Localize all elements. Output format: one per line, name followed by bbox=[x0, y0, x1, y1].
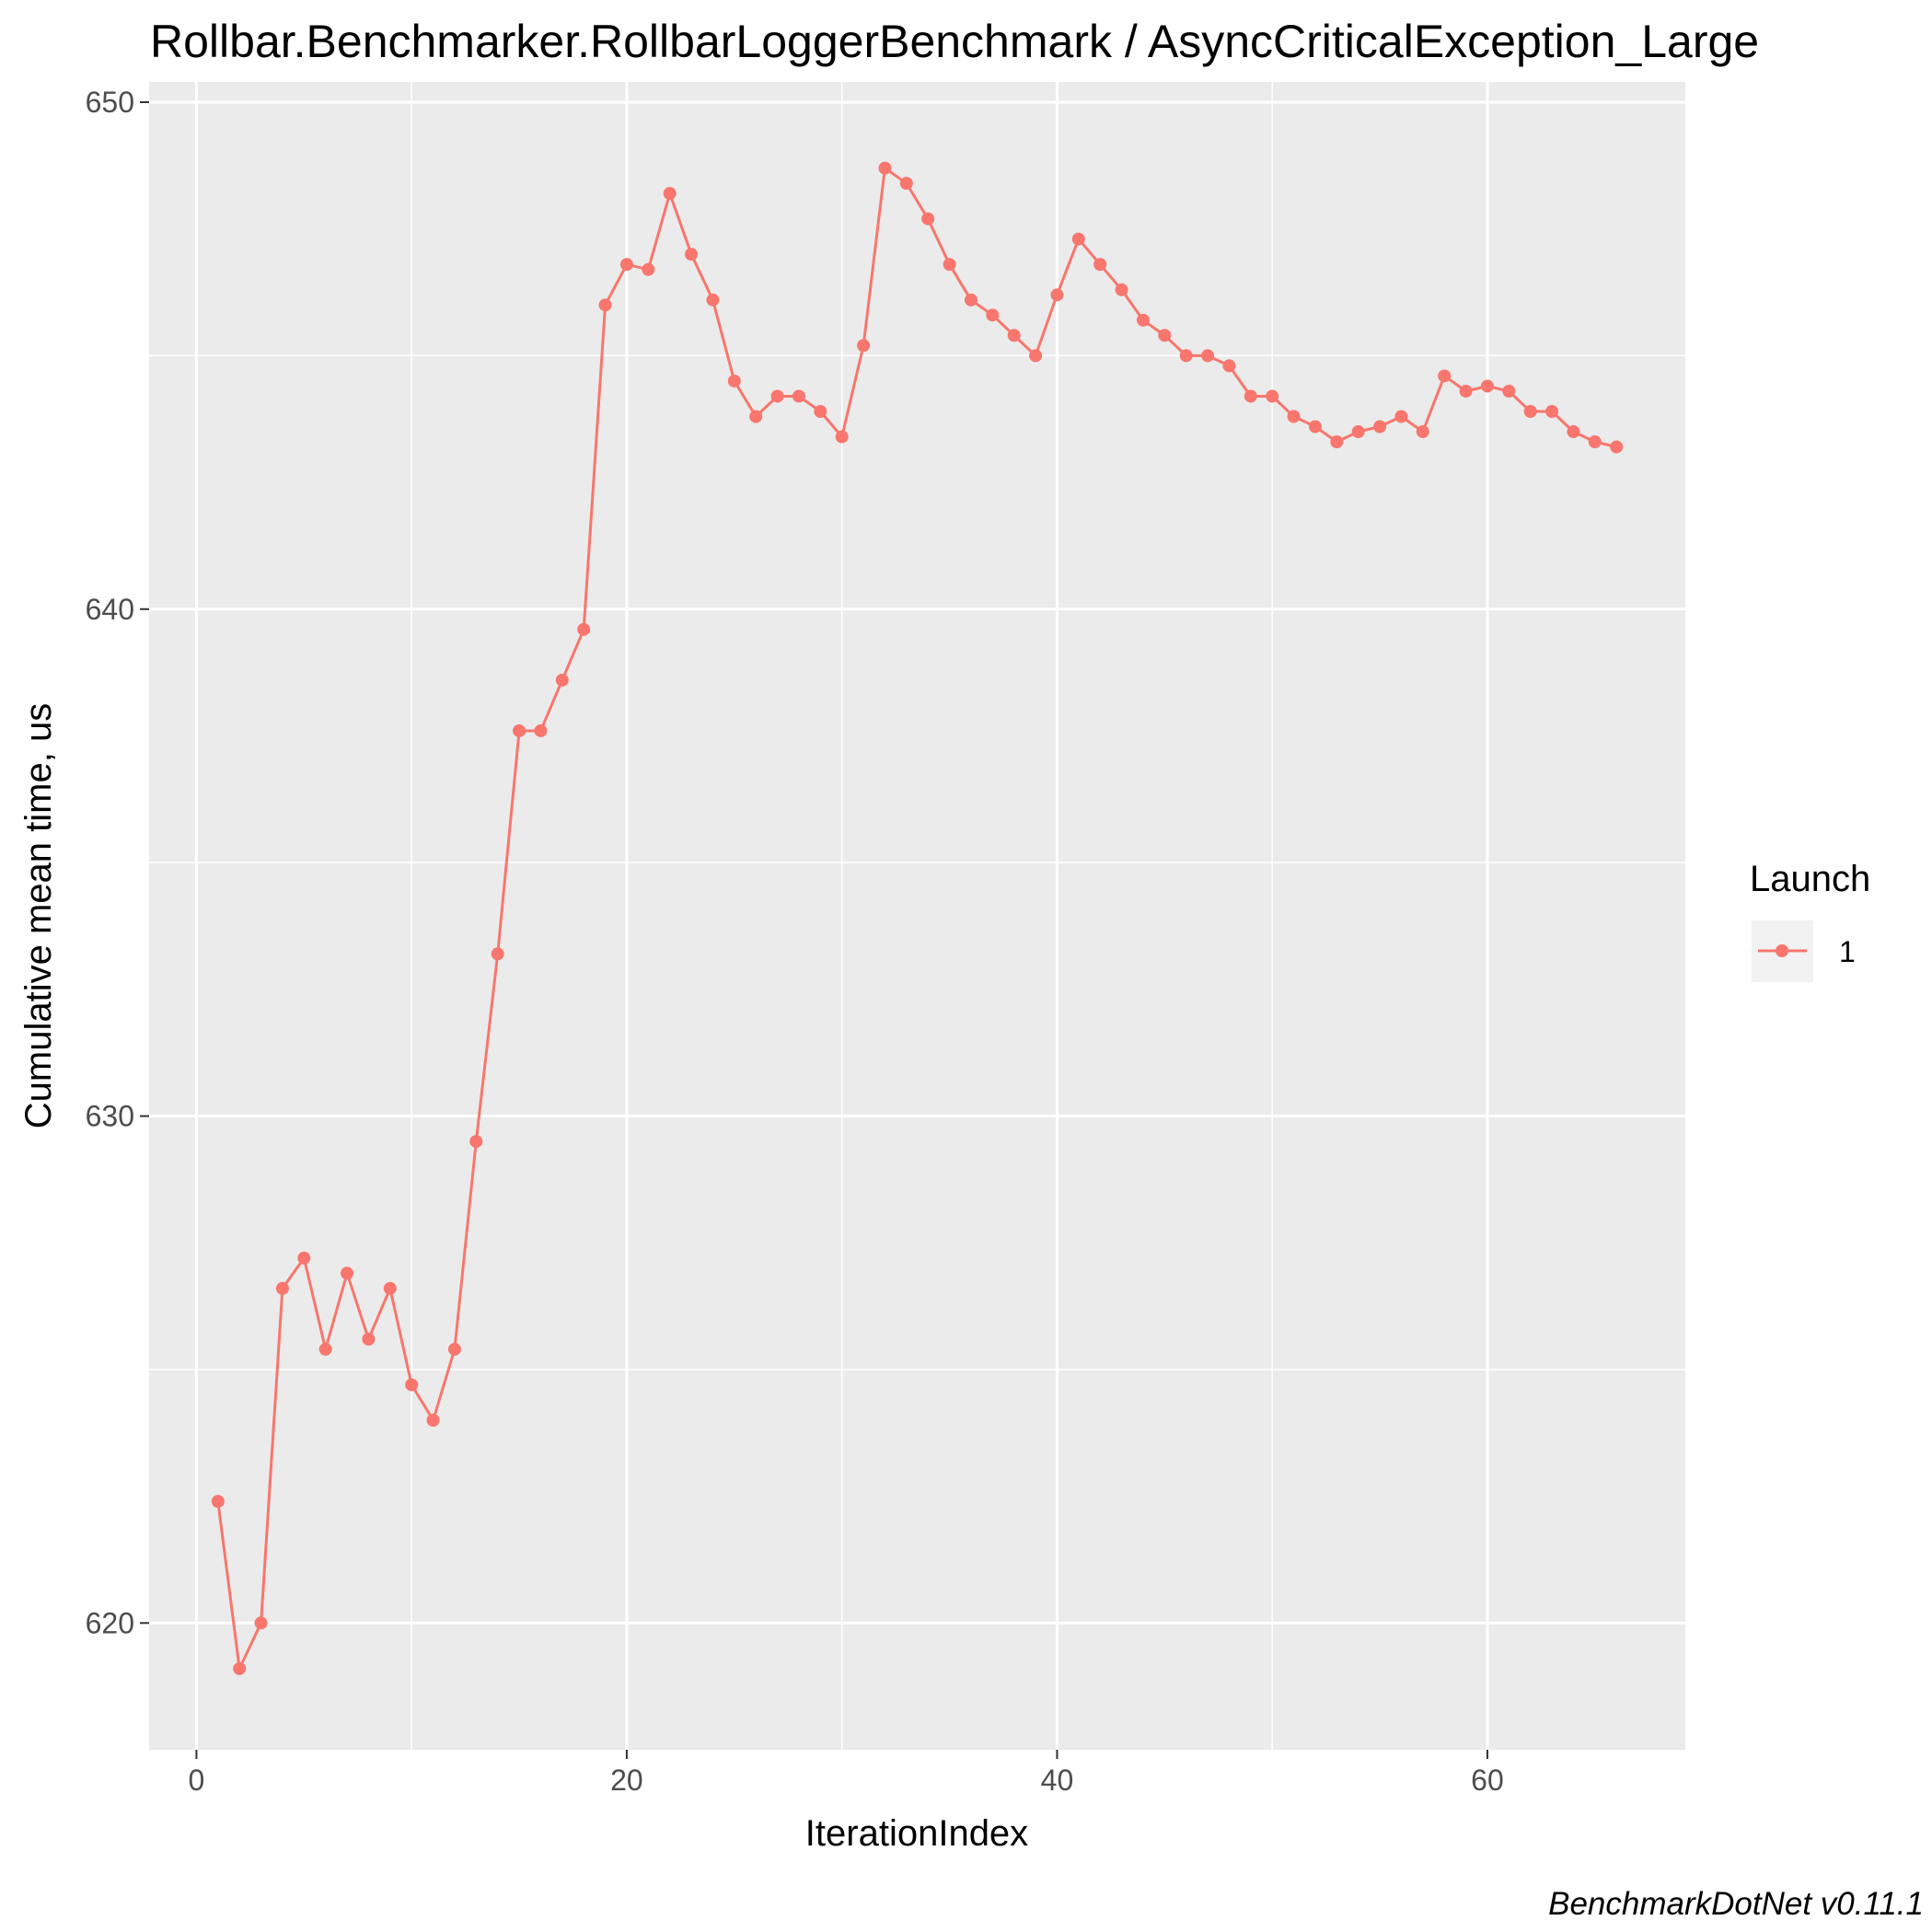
data-point bbox=[1222, 359, 1236, 373]
y-tick-label: 620 bbox=[86, 1606, 134, 1639]
y-tick-label: 650 bbox=[86, 86, 134, 119]
x-tick-label: 60 bbox=[1471, 1764, 1504, 1797]
data-point bbox=[211, 1495, 225, 1509]
chart-title: Rollbar.Benchmarker.RollbarLoggerBenchma… bbox=[150, 16, 1759, 67]
data-point bbox=[1179, 349, 1193, 363]
data-point bbox=[447, 1342, 461, 1356]
series-layer bbox=[211, 161, 1624, 1675]
y-tick-label: 630 bbox=[86, 1100, 134, 1133]
legend-title: Launch bbox=[1750, 859, 1870, 899]
data-point bbox=[814, 404, 827, 418]
y-axis-title: Cumulative mean time, us bbox=[18, 703, 59, 1128]
data-point bbox=[1373, 420, 1387, 434]
x-axis-title: IterationIndex bbox=[805, 1813, 1028, 1854]
data-point bbox=[1459, 384, 1473, 398]
data-point bbox=[1438, 369, 1452, 383]
data-point bbox=[1480, 379, 1494, 393]
legend-key-point bbox=[1776, 944, 1788, 957]
data-point bbox=[1093, 258, 1107, 272]
data-point bbox=[1588, 435, 1602, 449]
data-point bbox=[297, 1251, 311, 1265]
data-point bbox=[1266, 389, 1279, 403]
data-point bbox=[426, 1414, 440, 1428]
data-point bbox=[857, 339, 871, 353]
legend: Launch 1 bbox=[1750, 859, 1870, 982]
data-point bbox=[706, 293, 720, 307]
data-point bbox=[1287, 410, 1301, 423]
data-point bbox=[685, 248, 699, 261]
x-tick-label: 40 bbox=[1041, 1764, 1074, 1797]
data-point bbox=[964, 293, 978, 307]
data-point bbox=[1308, 420, 1322, 434]
data-point bbox=[619, 258, 633, 272]
grid-lines bbox=[149, 82, 1685, 1750]
data-point bbox=[727, 374, 741, 388]
data-point bbox=[1351, 425, 1365, 439]
data-point bbox=[1115, 283, 1128, 296]
data-point bbox=[1394, 410, 1408, 423]
data-point bbox=[878, 161, 892, 175]
data-point bbox=[405, 1378, 419, 1392]
data-point bbox=[921, 212, 935, 226]
data-point bbox=[254, 1616, 268, 1630]
data-point bbox=[986, 308, 1000, 322]
axes: 0 20 40 60 620 630 640 650 bbox=[86, 86, 1504, 1797]
data-point bbox=[663, 187, 677, 201]
data-point bbox=[534, 723, 548, 737]
data-point bbox=[1029, 349, 1043, 363]
data-point bbox=[233, 1661, 247, 1675]
data-point bbox=[749, 410, 763, 423]
data-point bbox=[513, 723, 526, 737]
data-point bbox=[275, 1281, 289, 1295]
data-point bbox=[555, 673, 569, 687]
data-point bbox=[1201, 349, 1215, 363]
data-point bbox=[469, 1135, 483, 1149]
data-point bbox=[1071, 232, 1085, 246]
data-point bbox=[642, 262, 655, 276]
data-point bbox=[577, 622, 591, 636]
data-point bbox=[792, 389, 805, 403]
data-point bbox=[770, 389, 784, 403]
data-point bbox=[318, 1342, 332, 1356]
y-tick-label: 640 bbox=[86, 593, 134, 626]
data-point bbox=[835, 430, 849, 444]
data-point bbox=[598, 298, 612, 312]
data-point bbox=[943, 258, 956, 272]
data-point bbox=[362, 1332, 376, 1346]
data-point bbox=[1502, 384, 1516, 398]
x-tick-label: 20 bbox=[610, 1764, 643, 1797]
data-point bbox=[1523, 404, 1537, 418]
data-point bbox=[341, 1267, 354, 1280]
data-point bbox=[383, 1281, 397, 1295]
data-point bbox=[1244, 389, 1257, 403]
data-point bbox=[1050, 288, 1064, 302]
data-point bbox=[1136, 313, 1150, 327]
data-point bbox=[1545, 404, 1559, 418]
data-point bbox=[899, 177, 913, 191]
data-point bbox=[1416, 425, 1429, 439]
data-point bbox=[1567, 425, 1580, 439]
caption: BenchmarkDotNet v0.11.1 bbox=[1548, 1886, 1924, 1922]
data-point bbox=[1007, 329, 1021, 342]
data-point bbox=[1610, 440, 1624, 454]
data-point bbox=[1158, 329, 1172, 342]
data-point bbox=[491, 947, 504, 961]
x-tick-label: 0 bbox=[189, 1764, 205, 1797]
plot-panel bbox=[149, 82, 1685, 1750]
legend-label: 1 bbox=[1839, 935, 1856, 968]
data-point bbox=[1330, 435, 1344, 449]
